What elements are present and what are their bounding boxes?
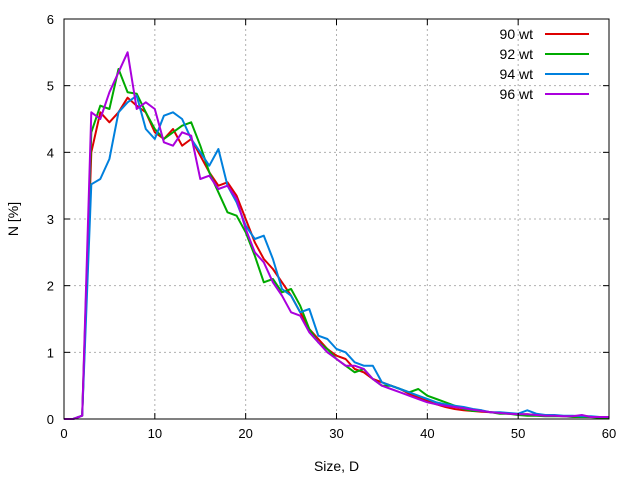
- legend: 90 wt 92 wt 94 wt 96 wt: [500, 26, 589, 102]
- legend-label-92-wt: 92 wt: [500, 46, 534, 62]
- y-tick-label: 1: [47, 345, 54, 360]
- y-axis-label: N [%]: [5, 202, 21, 236]
- axis-ticks: [63, 18, 610, 420]
- x-tick-label: 40: [420, 426, 434, 441]
- x-tick-label: 10: [148, 426, 162, 441]
- x-tick-labels: 0 10 20 30 40 50 60: [60, 426, 616, 441]
- x-tick-label: 60: [602, 426, 616, 441]
- x-tick-label: 50: [511, 426, 525, 441]
- y-tick-label: 3: [47, 212, 54, 227]
- x-axis-label: Size, D: [314, 458, 359, 474]
- y-tick-label: 6: [47, 12, 54, 27]
- y-tick-label: 4: [47, 145, 54, 160]
- legend-label-90-wt: 90 wt: [500, 26, 534, 42]
- y-tick-label: 5: [47, 79, 54, 94]
- legend-label-96-wt: 96 wt: [500, 86, 534, 102]
- y-tick-labels: 0 1 2 3 4 5 6: [47, 12, 54, 427]
- y-tick-label: 2: [47, 279, 54, 294]
- y-tick-label: 0: [47, 412, 54, 427]
- legend-label-94-wt: 94 wt: [500, 66, 534, 82]
- x-tick-label: 0: [60, 426, 67, 441]
- x-tick-label: 20: [238, 426, 252, 441]
- x-tick-label: 30: [329, 426, 343, 441]
